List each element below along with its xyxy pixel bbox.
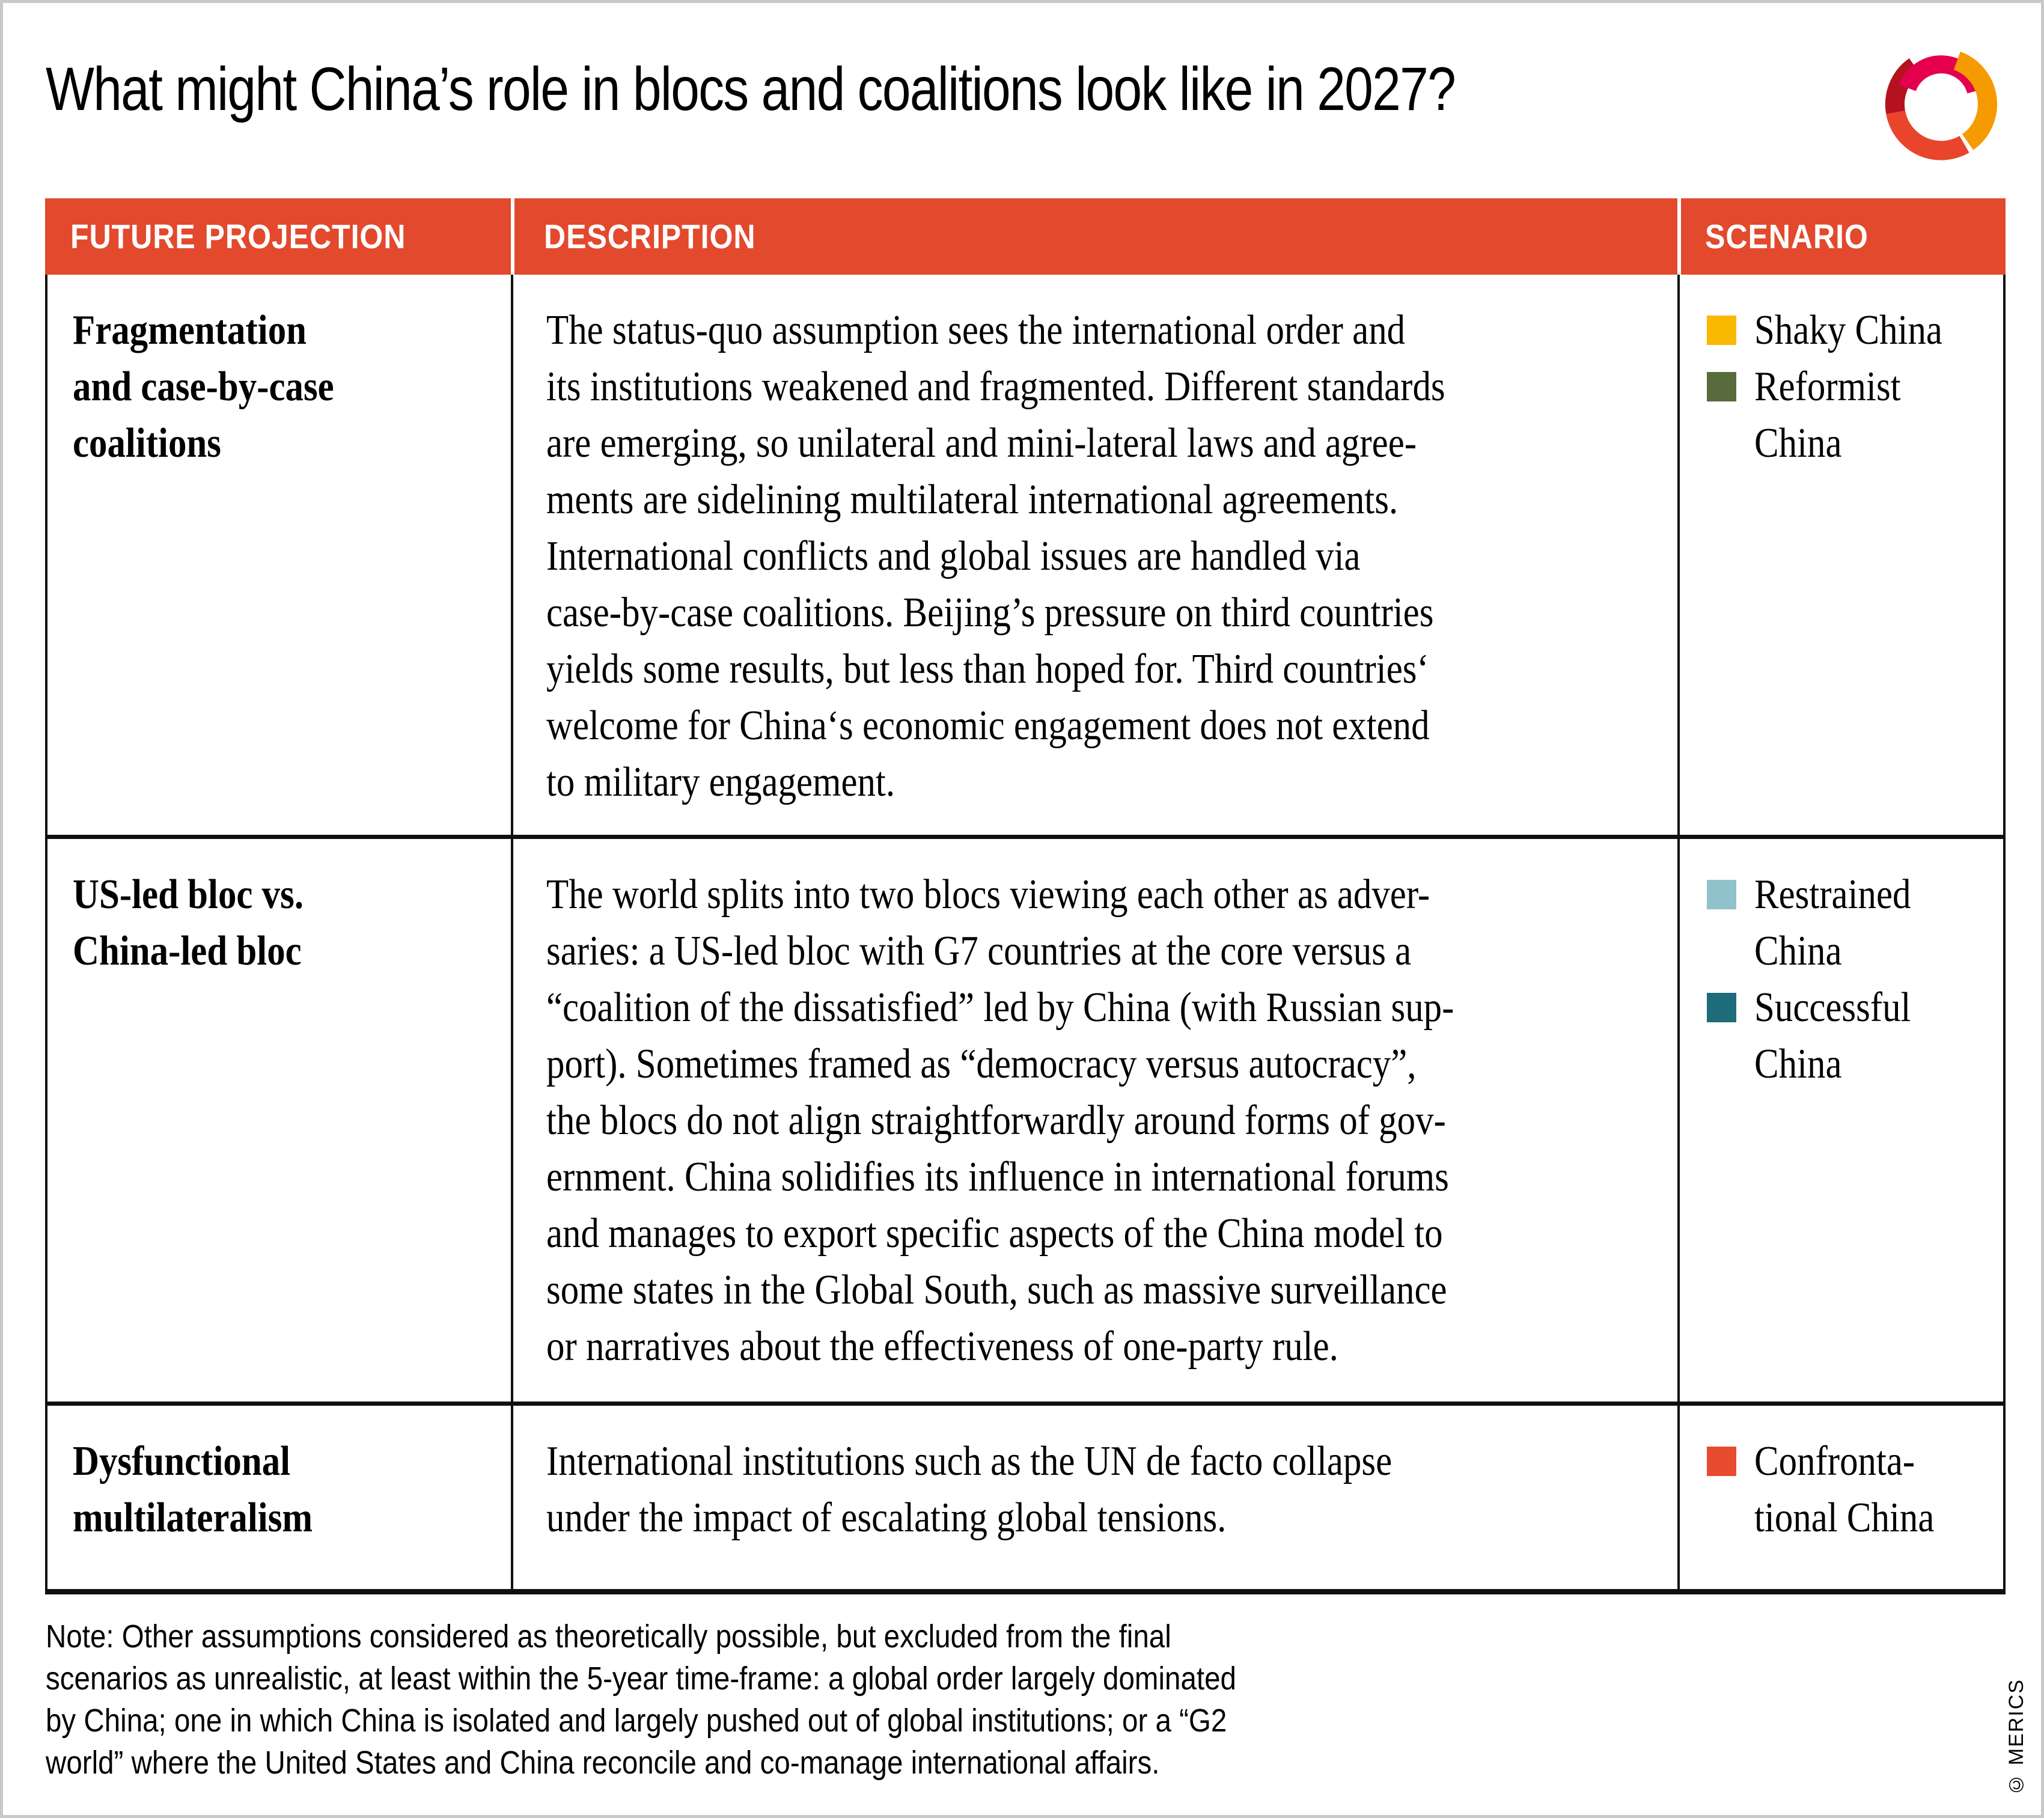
table-header-row: FUTURE PROJECTION DESCRIPTION SCENARIO (45, 198, 2006, 275)
scenario-cell: Shaky China Reformist China (1677, 275, 2003, 835)
scenario-item: Confronta- tional China (1707, 1433, 1997, 1546)
description-text: International institutions such as the U… (546, 1438, 1393, 1541)
page-title: What might China’s role in blocs and coa… (46, 55, 1456, 123)
scenario-cell: Restrained China Successful China (1677, 839, 2003, 1402)
description-cell: International institutions such as the U… (511, 1406, 1677, 1589)
footnote: Note: Other assumptions considered as th… (46, 1618, 1236, 1781)
header-future-projection: FUTURE PROJECTION (45, 198, 511, 275)
scenario-label: Reformist China (1754, 364, 1901, 466)
scenario-item: Shaky China (1707, 302, 1997, 359)
copyright-credit: © MERICS (2005, 1679, 2028, 1796)
scenario-color-swatch (1707, 372, 1736, 401)
scenario-color-swatch (1707, 1447, 1736, 1476)
table-row: US-led bloc vs. China-led bloc The world… (47, 835, 2003, 1402)
scenario-label: Confronta- tional China (1754, 1438, 1935, 1541)
scenario-color-swatch (1707, 880, 1736, 909)
scenario-item: Successful China (1707, 980, 1997, 1093)
header-label: FUTURE PROJECTION (70, 217, 406, 256)
scenario-label: Shaky China (1754, 307, 1942, 353)
description-text: The status-quo assumption sees the inter… (546, 307, 1445, 805)
scenario-label: Successful China (1754, 984, 1911, 1087)
projection-cell: US-led bloc vs. China-led bloc (47, 839, 511, 1402)
description-cell: The status-quo assumption sees the inter… (511, 275, 1677, 835)
merics-logo-icon (1877, 37, 2006, 166)
scenario-color-swatch (1707, 993, 1736, 1022)
header-label: DESCRIPTION (544, 217, 756, 256)
projection-cell: Dysfunctional multilateralism (47, 1406, 511, 1589)
logo-ribbon-orange (1953, 51, 1997, 150)
projection-cell: Fragmentation and case-by-case coalition… (47, 275, 511, 835)
scenario-item: Reformist China (1707, 359, 1997, 472)
description-cell: The world splits into two blocs viewing … (511, 839, 1677, 1402)
scenario-color-swatch (1707, 316, 1736, 345)
header-label: SCENARIO (1705, 217, 1869, 256)
header-scenario: SCENARIO (1677, 198, 2006, 275)
projection-table: FUTURE PROJECTION DESCRIPTION SCENARIO F… (45, 198, 2006, 1594)
projection-text: Fragmentation and case-by-case coalition… (73, 307, 334, 466)
scenario-label: Restrained China (1754, 871, 1911, 974)
logo-ribbon-redorange (1886, 110, 1969, 160)
header-description: DESCRIPTION (511, 198, 1677, 275)
projection-text: US-led bloc vs. China-led bloc (73, 871, 304, 974)
scenario-cell: Confronta- tional China (1677, 1406, 2003, 1589)
scenario-item: Restrained China (1707, 867, 1997, 980)
table-row: Dysfunctional multilateralism Internatio… (47, 1402, 2003, 1589)
projection-text: Dysfunctional multilateralism (73, 1438, 313, 1541)
table-body: Fragmentation and case-by-case coalition… (45, 275, 2006, 1594)
description-text: The world splits into two blocs viewing … (546, 871, 1454, 1370)
table-row: Fragmentation and case-by-case coalition… (47, 275, 2003, 835)
